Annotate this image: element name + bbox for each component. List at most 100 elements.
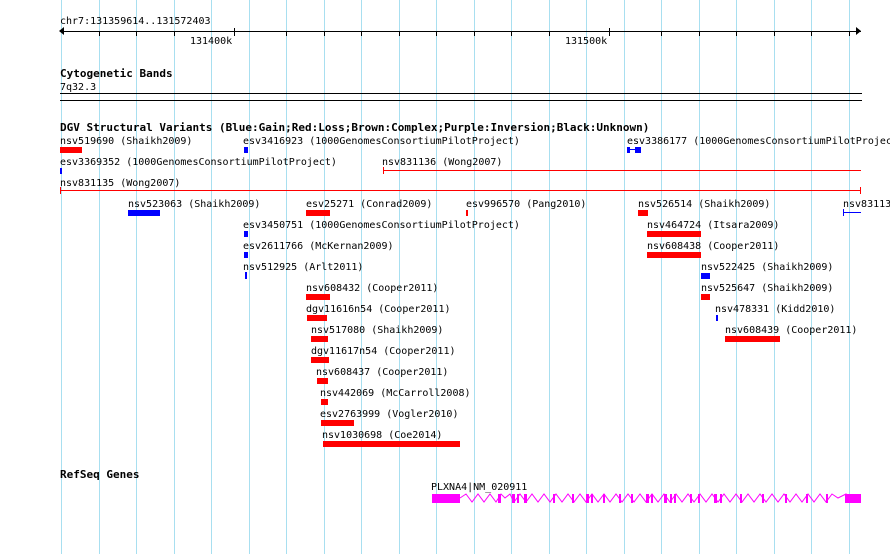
gene-exon[interactable]	[498, 494, 501, 503]
variant-gain-bar[interactable]	[128, 210, 160, 216]
variant-loss-bar[interactable]	[725, 336, 780, 342]
variant-label[interactable]: esv2763999 (Vogler2010)	[320, 409, 459, 420]
gene-exon[interactable]	[674, 494, 676, 503]
variant-label[interactable]: dgv11616n54 (Cooper2011)	[306, 304, 451, 315]
ruler-minor-tick	[174, 32, 175, 36]
cytoband-bottom-line[interactable]	[60, 100, 862, 101]
variant-gain-bar[interactable]	[635, 147, 641, 153]
variant-loss-bar[interactable]	[311, 336, 328, 342]
variant-loss-bar[interactable]	[60, 147, 82, 153]
variant-label[interactable]: esv2611766 (McKernan2009)	[243, 241, 394, 252]
grid-line	[774, 0, 775, 554]
variant-label[interactable]: nsv478331 (Kidd2010)	[715, 304, 836, 315]
variant-loss-bar[interactable]	[306, 210, 330, 216]
cytoband-top-line[interactable]	[60, 93, 862, 94]
gene-exon[interactable]	[714, 494, 717, 503]
variant-label[interactable]: nsv512925 (Arlt2011)	[243, 262, 364, 273]
gene-exon[interactable]	[524, 494, 527, 503]
gene-exon[interactable]	[646, 494, 649, 503]
grid-line	[286, 0, 287, 554]
variant-label[interactable]: nsv519690 (Shaikh2009)	[60, 136, 193, 147]
variant-loss-bar[interactable]	[647, 231, 701, 237]
variant-label[interactable]: nsv83113	[843, 199, 890, 210]
variant-loss-bar[interactable]	[306, 294, 330, 300]
variant-gain-bar[interactable]	[60, 168, 62, 174]
variant-label[interactable]: nsv525647 (Shaikh2009)	[701, 283, 834, 294]
variant-loss-bar[interactable]	[311, 357, 329, 363]
gene-label[interactable]: PLXNA4|NM_020911	[431, 482, 528, 493]
gene-exon[interactable]	[512, 494, 515, 503]
variant-label[interactable]: esv3450751 (1000GenomesConsortiumPilotPr…	[243, 220, 520, 231]
variant-loss-bar[interactable]	[638, 210, 648, 216]
ruler-major-tick	[609, 28, 610, 36]
variant-label[interactable]: nsv1030698 (Coe2014)	[322, 430, 443, 441]
variant-gain-bar[interactable]	[627, 147, 630, 153]
variant-label[interactable]: nsv523063 (Shaikh2009)	[128, 199, 261, 210]
variant-label[interactable]: nsv608437 (Cooper2011)	[316, 367, 449, 378]
gene-exon[interactable]	[631, 494, 633, 503]
ruler-minor-tick	[774, 32, 775, 36]
gene-exon[interactable]	[785, 494, 787, 503]
gene-exon[interactable]	[619, 494, 621, 503]
variant-loss-span[interactable]	[383, 170, 861, 171]
gene-exon[interactable]	[572, 494, 574, 503]
variant-loss-bar[interactable]	[323, 441, 460, 447]
gene-exon[interactable]	[826, 494, 828, 503]
variant-label[interactable]: esv25271 (Conrad2009)	[306, 199, 433, 210]
variant-loss-bar[interactable]	[317, 378, 328, 384]
variant-label[interactable]: esv3386177 (1000GenomesConsortiumPilotPr…	[627, 136, 890, 147]
variant-loss-bar[interactable]	[466, 210, 468, 216]
grid-line	[361, 0, 362, 554]
variant-label[interactable]: esv3369352 (1000GenomesConsortiumPilotPr…	[60, 157, 337, 168]
gene-exon[interactable]	[720, 494, 722, 503]
variant-label[interactable]: nsv522425 (Shaikh2009)	[701, 262, 834, 273]
variant-loss-span[interactable]	[60, 190, 861, 191]
variant-gain-span[interactable]	[843, 212, 861, 213]
gene-exon[interactable]	[664, 494, 667, 503]
variant-label[interactable]: esv3416923 (1000GenomesConsortiumPilotPr…	[243, 136, 520, 147]
variant-gain-bar[interactable]	[701, 273, 710, 279]
variant-label[interactable]: nsv608439 (Cooper2011)	[725, 325, 858, 336]
gene-exon[interactable]	[591, 494, 593, 503]
gene-exon[interactable]	[517, 494, 519, 503]
grid-line	[699, 0, 700, 554]
ruler-minor-tick	[474, 32, 475, 36]
variant-label[interactable]: dgv11617n54 (Cooper2011)	[311, 346, 456, 357]
gene-utr-block[interactable]	[845, 494, 861, 503]
variant-label[interactable]: nsv442069 (McCarroll2008)	[320, 388, 471, 399]
variant-label[interactable]: nsv608432 (Cooper2011)	[306, 283, 439, 294]
variant-label[interactable]: esv996570 (Pang2010)	[466, 199, 587, 210]
variant-loss-bar[interactable]	[321, 399, 328, 405]
variant-label[interactable]: nsv831135 (Wong2007)	[60, 178, 181, 189]
ruler-minor-tick	[399, 32, 400, 36]
variant-label[interactable]: nsv526514 (Shaikh2009)	[638, 199, 771, 210]
variant-loss-bar[interactable]	[647, 252, 701, 258]
variant-loss-bar[interactable]	[701, 294, 710, 300]
variant-gain-bar[interactable]	[716, 315, 718, 321]
variant-gain-bar[interactable]	[244, 231, 248, 237]
variant-loss-bar[interactable]	[307, 315, 327, 321]
gene-exon[interactable]	[740, 494, 742, 503]
variant-loss-endcap	[383, 167, 384, 174]
ruler-minor-tick	[699, 32, 700, 36]
gene-exon[interactable]	[690, 494, 692, 503]
variant-loss-bar[interactable]	[321, 420, 354, 426]
gene-exon[interactable]	[553, 494, 555, 503]
variant-label[interactable]: nsv831136 (Wong2007)	[382, 157, 503, 168]
variant-gain-bar[interactable]	[244, 252, 248, 258]
variant-label[interactable]: nsv608438 (Cooper2011)	[647, 241, 780, 252]
grid-line	[661, 0, 662, 554]
ruler-minor-tick	[361, 32, 362, 36]
gene-exon[interactable]	[651, 494, 653, 503]
cytoband-label: 7q32.3	[60, 82, 97, 93]
variant-label[interactable]: nsv517080 (Shaikh2009)	[311, 325, 444, 336]
variant-label[interactable]: nsv464724 (Itsara2009)	[647, 220, 780, 231]
gene-exon[interactable]	[762, 494, 764, 503]
gene-exon[interactable]	[806, 494, 808, 503]
gene-exon[interactable]	[670, 494, 672, 503]
cytobands-track-title: Cytogenetic Bands	[60, 67, 173, 80]
variant-gain-bar[interactable]	[244, 147, 248, 153]
variant-gain-bar[interactable]	[245, 272, 247, 279]
gene-exon[interactable]	[603, 494, 605, 503]
refseq-track-title: RefSeq Genes	[60, 468, 140, 481]
